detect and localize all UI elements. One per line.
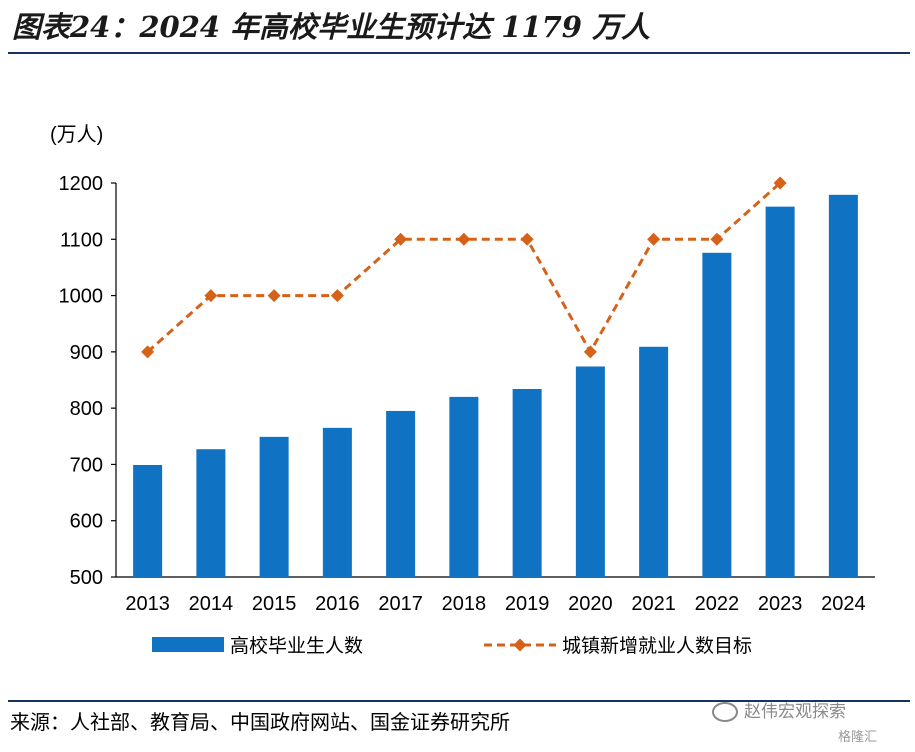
bar <box>828 194 858 577</box>
line-point <box>457 232 471 246</box>
line-point <box>583 345 597 359</box>
line-series <box>146 181 782 355</box>
x-tick-label: 2022 <box>695 593 740 615</box>
bar <box>322 427 352 577</box>
line-point <box>267 289 281 303</box>
watermark-brand: 格隆汇 <box>838 730 878 745</box>
bar <box>765 206 795 577</box>
bar <box>259 436 289 577</box>
source-divider <box>8 700 910 702</box>
legend-line-marker <box>513 638 527 652</box>
bar <box>512 389 542 577</box>
y-tick-label: 600 <box>70 511 103 533</box>
line-point <box>520 232 534 246</box>
x-tick-label: 2014 <box>189 593 234 615</box>
line-point <box>773 176 787 190</box>
x-tick-label: 2023 <box>758 593 803 615</box>
x-tick-label: 2016 <box>315 593 360 615</box>
y-tick-label: 700 <box>70 454 103 476</box>
y-tick-label: 1000 <box>59 286 104 308</box>
y-tick-label: 500 <box>70 567 103 589</box>
source-note: 来源：人社部、教育局、中国政府网站、国金证券研究所 <box>10 710 510 734</box>
line-point <box>204 289 218 303</box>
bar <box>702 252 732 577</box>
bar <box>575 366 605 577</box>
y-tick-label: 1200 <box>59 173 104 195</box>
wechat-icon <box>712 702 738 722</box>
y-tick-label: 1100 <box>60 229 103 251</box>
x-tick-label: 2024 <box>821 593 866 615</box>
line-point <box>394 232 408 246</box>
x-tick-label: 2020 <box>568 593 613 615</box>
bar <box>386 410 416 577</box>
x-tick-label: 2019 <box>505 593 550 615</box>
legend-bar-swatch <box>152 637 224 652</box>
legend-bar-label: 高校毕业生人数 <box>230 635 363 657</box>
title-divider <box>8 52 910 54</box>
line-point <box>141 345 155 359</box>
x-tick-label: 2017 <box>378 593 423 615</box>
line-point <box>330 289 344 303</box>
x-tick-label: 2018 <box>442 593 487 615</box>
bar <box>639 346 669 577</box>
legend-line-label: 城镇新增就业人数目标 <box>562 635 752 657</box>
bar <box>196 449 226 577</box>
y-tick-label: 900 <box>70 342 103 364</box>
bar <box>133 464 163 577</box>
x-tick-label: 2013 <box>125 593 170 615</box>
x-tick-label: 2021 <box>631 593 676 615</box>
chart-title: 图表24：2024 年高校毕业生预计达 1179 万人 <box>12 10 651 44</box>
x-tick-label: 2015 <box>252 593 297 615</box>
bar <box>449 396 479 577</box>
y-tick-label: 800 <box>70 398 103 420</box>
y-unit-label: (万人) <box>50 123 103 146</box>
watermark-text: 赵伟宏观探索 <box>744 702 846 722</box>
watermark: 赵伟宏观探索 <box>712 697 846 722</box>
line-point <box>710 232 724 246</box>
line-point <box>647 232 661 246</box>
chart: 500 600 700 800 900 1000 1100 1200 (万人) 2013 2014 2… <box>50 123 875 657</box>
